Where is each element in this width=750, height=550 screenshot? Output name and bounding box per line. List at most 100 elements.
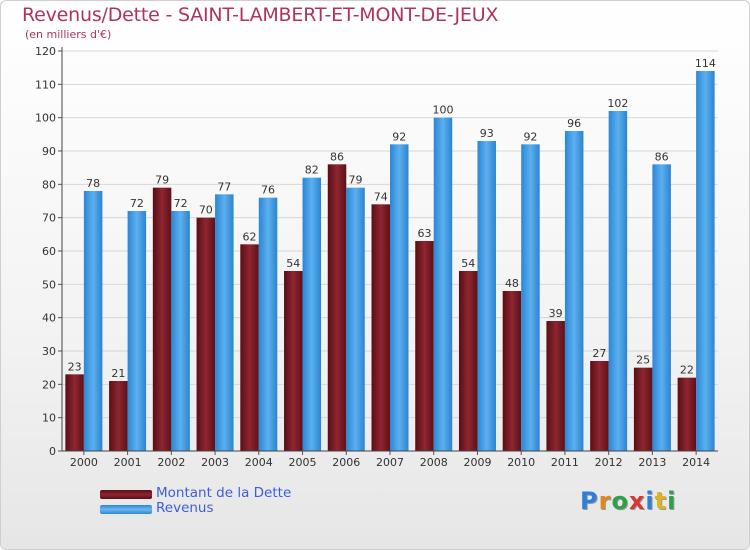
bar-revenue bbox=[258, 197, 278, 451]
bar-revenue bbox=[433, 117, 453, 452]
value-label-debt: 23 bbox=[68, 360, 82, 373]
bar-revenue bbox=[696, 71, 715, 451]
logo-letter: P bbox=[580, 487, 599, 515]
bar-debt bbox=[502, 291, 522, 451]
value-label-debt: 22 bbox=[680, 364, 694, 377]
y-tick-label: 90 bbox=[42, 145, 56, 158]
value-label-revenue: 86 bbox=[655, 150, 669, 163]
bar-revenue bbox=[302, 177, 322, 451]
y-tick-label: 100 bbox=[35, 112, 56, 125]
y-tick-label: 40 bbox=[42, 312, 56, 325]
x-tick-label: 2012 bbox=[595, 456, 623, 469]
bar-debt bbox=[546, 321, 565, 451]
x-tick-label: 2000 bbox=[70, 456, 98, 469]
bar-debt bbox=[152, 187, 172, 451]
bar-debt bbox=[633, 367, 653, 451]
value-labels: 23 78 21 72 79 72 70 77 62 76 54 82 86 79 74 92 63 100 54 9… bbox=[68, 57, 716, 380]
bar-debt bbox=[590, 361, 609, 451]
bar-revenue bbox=[127, 211, 147, 451]
x-tick-label: 2006 bbox=[332, 456, 360, 469]
logo-letter: o bbox=[611, 487, 629, 515]
value-label-revenue: 78 bbox=[86, 177, 100, 190]
value-label-revenue: 76 bbox=[261, 184, 275, 197]
value-label-revenue: 92 bbox=[392, 130, 406, 143]
x-tick-label: 2004 bbox=[245, 456, 273, 469]
value-label-revenue: 92 bbox=[523, 130, 537, 143]
x-tick-label: 2002 bbox=[157, 456, 185, 469]
bar-revenue bbox=[608, 111, 628, 451]
bar-debt bbox=[109, 381, 128, 451]
legend-label-revenue: Revenus bbox=[156, 500, 214, 516]
y-tick-label: 20 bbox=[42, 378, 56, 391]
value-label-revenue: 72 bbox=[174, 197, 188, 210]
bar-revenue bbox=[390, 144, 409, 452]
value-label-revenue: 100 bbox=[432, 104, 453, 117]
value-label-debt: 86 bbox=[330, 150, 344, 163]
bars bbox=[65, 71, 715, 452]
axes: 0 10 20 30 40 50 60 70 80 90 100 110 120 2000 2001 2002… bbox=[35, 45, 718, 469]
bar-revenue bbox=[215, 194, 234, 452]
bar-debt bbox=[196, 217, 216, 451]
bar-revenue bbox=[521, 144, 540, 452]
logo-letter: i bbox=[645, 487, 655, 515]
value-label-debt: 39 bbox=[549, 307, 563, 320]
value-label-revenue: 82 bbox=[305, 164, 319, 177]
y-tick-label: 70 bbox=[42, 212, 56, 225]
bar-revenue bbox=[346, 187, 365, 451]
bar-debt bbox=[240, 244, 259, 451]
value-label-debt: 74 bbox=[374, 190, 388, 203]
value-label-revenue: 79 bbox=[349, 174, 363, 187]
value-label-revenue: 93 bbox=[480, 127, 494, 140]
value-label-debt: 27 bbox=[592, 347, 606, 360]
bar-revenue bbox=[171, 211, 190, 451]
x-tick-label: 2011 bbox=[551, 456, 579, 469]
value-label-revenue: 114 bbox=[695, 57, 716, 70]
x-tick-label: 2010 bbox=[507, 456, 535, 469]
bar-revenue bbox=[652, 164, 671, 452]
x-tick-label: 2003 bbox=[201, 456, 229, 469]
y-tick-label: 120 bbox=[35, 45, 56, 58]
value-label-debt: 63 bbox=[417, 227, 431, 240]
bar-debt bbox=[327, 164, 347, 452]
x-tick-label: 2013 bbox=[638, 456, 666, 469]
logo-letter: i bbox=[667, 487, 677, 515]
value-label-debt: 48 bbox=[505, 277, 519, 290]
legend-label-debt: Montant de la Dette bbox=[156, 485, 292, 501]
value-label-debt: 25 bbox=[636, 354, 650, 367]
bar-debt bbox=[371, 204, 390, 451]
chart-title: Revenus/Dette - SAINT-LAMBERT-ET-MONT-DE… bbox=[22, 4, 499, 26]
value-label-revenue: 72 bbox=[130, 197, 144, 210]
bar-debt bbox=[458, 271, 478, 451]
y-tick-label: 110 bbox=[35, 78, 56, 91]
value-label-debt: 62 bbox=[243, 230, 257, 243]
x-tick-label: 2005 bbox=[289, 456, 317, 469]
proxiti-logo: Proxiti bbox=[580, 487, 676, 515]
y-tick-label: 80 bbox=[42, 178, 56, 191]
bar-debt bbox=[677, 377, 697, 451]
bar-revenue bbox=[477, 141, 496, 451]
logo-letter: x bbox=[628, 487, 646, 515]
bar-revenue bbox=[564, 131, 584, 451]
logo-letter: r bbox=[598, 487, 612, 515]
legend-swatch-debt bbox=[100, 490, 152, 499]
value-label-revenue: 96 bbox=[567, 117, 581, 130]
y-tick-label: 10 bbox=[42, 412, 56, 425]
y-tick-label: 0 bbox=[49, 445, 56, 458]
x-tick-label: 2001 bbox=[114, 456, 142, 469]
value-label-revenue: 102 bbox=[607, 97, 628, 110]
x-tick-label: 2009 bbox=[463, 456, 491, 469]
y-tick-label: 50 bbox=[42, 278, 56, 291]
y-tick-label: 30 bbox=[42, 345, 56, 358]
x-tick-label: 2008 bbox=[420, 456, 448, 469]
x-tick-label: 2007 bbox=[376, 456, 404, 469]
bar-debt bbox=[415, 241, 434, 451]
value-label-debt: 70 bbox=[199, 204, 213, 217]
x-tick-label: 2014 bbox=[682, 456, 710, 469]
bar-revenue bbox=[83, 191, 103, 451]
value-label-revenue: 77 bbox=[217, 180, 231, 193]
bar-debt bbox=[284, 271, 303, 451]
bar-debt bbox=[65, 374, 84, 451]
value-label-debt: 21 bbox=[111, 367, 125, 380]
y-tick-label: 60 bbox=[42, 245, 56, 258]
